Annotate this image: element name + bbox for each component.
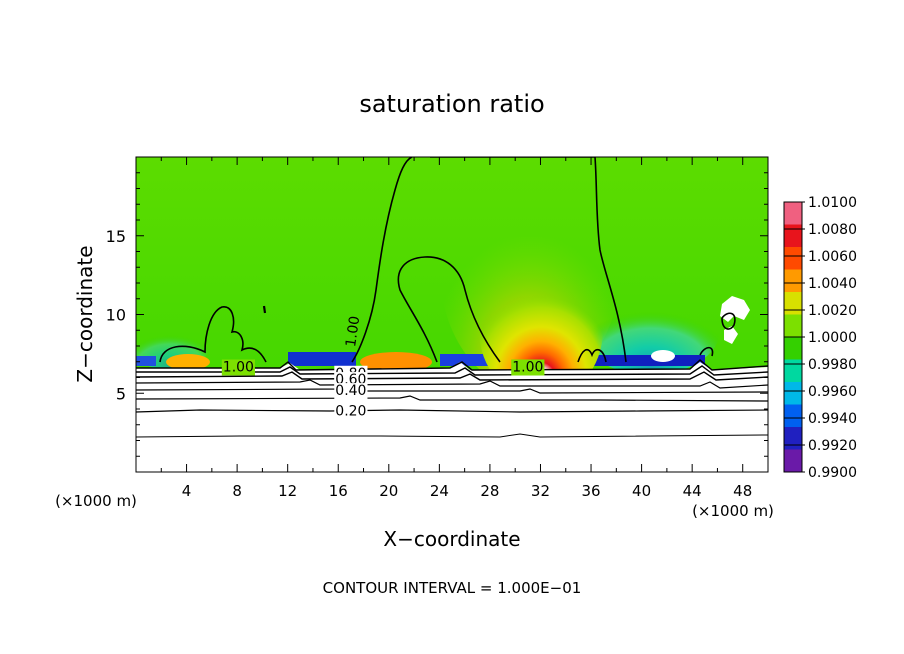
chart-title: saturation ratio: [359, 90, 544, 118]
x-tick-label: 44: [683, 482, 702, 500]
colorbar-swatch: [784, 314, 802, 338]
colorbar: 1.0100 1.0080 1.0060 1.0040 1.0020 1.0000 0.99…: [783, 195, 857, 481]
contour-label: 1.00: [343, 315, 363, 348]
colorbar-label: 1.0040: [808, 276, 857, 292]
supersaturation-core: [479, 260, 603, 400]
blue-strip-4: [136, 356, 156, 366]
blue-strip-1: [288, 352, 356, 366]
x-tick-label: 12: [278, 482, 297, 500]
colorbar-label: 0.9920: [808, 438, 857, 454]
white-patch-46km-b: [724, 326, 738, 344]
contour-labels: 1.001.001.000.800.600.400.20: [221, 315, 545, 420]
contour-label-bg: [334, 403, 368, 420]
contour-1.00-left-lobe: [159, 306, 267, 363]
colorbar-label: 0.9940: [808, 411, 857, 427]
contour-base-2: [136, 365, 768, 376]
blue-strip-3: [585, 355, 705, 366]
colorbar-label: 1.0060: [808, 249, 857, 265]
contour-label: 0.40: [335, 383, 366, 399]
colorbar-swatch: [784, 247, 802, 270]
contour-base-4: [136, 379, 768, 389]
x-tick-label: 28: [480, 482, 499, 500]
contour-1.00-inner-loop: [397, 256, 501, 363]
x-tick-label: 16: [329, 482, 348, 500]
plot-area: 1.001.001.000.800.600.400.20: [136, 157, 768, 472]
y-tick-label: 15: [106, 227, 126, 246]
contour-base-3: [136, 371, 768, 381]
contour-1.00-small-loop: [577, 348, 607, 363]
x-tick-label: 8: [232, 482, 242, 500]
contour-label-bg: [221, 359, 255, 376]
x-unit-left: (×1000 m): [55, 492, 137, 510]
colorbar-swatch: [784, 269, 802, 293]
contour-base-1: [136, 359, 768, 371]
colorbar-swatch: [784, 404, 802, 428]
contour-dot-10km: [262, 305, 267, 314]
contour-1.00-right-fragments: [699, 312, 736, 357]
contour-base-8: [136, 433, 768, 438]
x-tick-label: 24: [430, 482, 449, 500]
colorbar-label: 1.0100: [808, 195, 857, 211]
colorbar-label: 0.9980: [808, 357, 857, 373]
contour-label-bg: [334, 383, 368, 400]
x-unit-right: (×1000 m): [692, 502, 774, 520]
y-axis-title: Z−coordinate: [73, 245, 97, 382]
x-tick-label: 48: [733, 482, 752, 500]
colorbar-label: 1.0080: [808, 222, 857, 238]
colorbar-swatch: [784, 449, 802, 473]
x-tick-label: 36: [581, 482, 600, 500]
x-axis-title: X−coordinate: [383, 527, 520, 551]
contour-label-bg: [511, 359, 545, 376]
contour-base-7: [136, 409, 768, 413]
x-tick-label: 40: [632, 482, 651, 500]
contour-lines: [159, 157, 736, 363]
contour-1.00-tall-plume: [351, 157, 627, 363]
x-tick-label: 20: [379, 482, 398, 500]
colorbar-label: 1.0020: [808, 303, 857, 319]
colorbar-swatch: [784, 337, 802, 360]
contour-interval-footer: CONTOUR INTERVAL = 1.000E−01: [323, 579, 582, 597]
contour-label: 1.00: [512, 359, 543, 375]
x-axis: 4 8 12 16 20 24 28 32 36 40 44 48: [160, 157, 752, 500]
y-tick-label: 5: [116, 384, 126, 403]
colorbar-swatch: [784, 202, 802, 225]
white-patch-40km: [651, 350, 675, 362]
colorbar-label: 0.9900: [808, 465, 857, 481]
colorbar-label: 0.9960: [808, 384, 857, 400]
colorbar-swatch: [784, 292, 802, 315]
colorbar-label: 1.0000: [808, 330, 857, 346]
x-tick-label: 4: [182, 482, 192, 500]
y-tick-label: 10: [106, 306, 126, 325]
x-tick-label: 32: [531, 482, 550, 500]
warm-patch-20km: [360, 352, 432, 372]
colorbar-swatch: [784, 359, 802, 383]
warm-patch-4km: [166, 354, 210, 370]
colorbar-swatch: [784, 427, 802, 450]
colorbar-swatch: [784, 224, 802, 248]
y-axis: 5 10 15: [106, 172, 768, 457]
contour-label: 1.00: [223, 359, 254, 375]
contour-label: 0.20: [335, 404, 366, 420]
white-patch-46km: [720, 296, 750, 322]
colorbar-swatch: [784, 382, 802, 405]
